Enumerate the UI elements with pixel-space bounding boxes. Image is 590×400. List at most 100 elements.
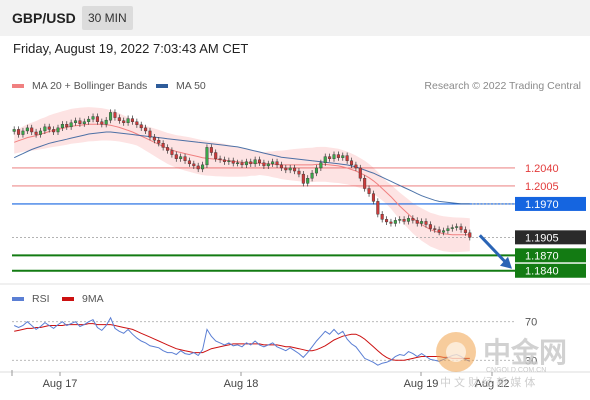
- candle-body: [12, 129, 16, 132]
- current-price-label: 1.1905: [525, 232, 559, 244]
- candle-body: [297, 170, 301, 175]
- candle-body: [332, 154, 336, 159]
- candle-body: [56, 127, 60, 133]
- pivot-price-label: 1.1970: [525, 199, 559, 211]
- candle-body: [363, 178, 367, 189]
- candle-body: [358, 167, 362, 179]
- candle-body: [179, 156, 183, 159]
- candle-body: [205, 147, 209, 166]
- candle-body: [95, 116, 99, 122]
- candle-body: [21, 130, 25, 135]
- candle-body: [341, 155, 345, 158]
- candle-body: [253, 159, 257, 165]
- candle-body: [174, 154, 178, 159]
- candle-body: [249, 161, 253, 165]
- candle-body: [130, 118, 134, 122]
- candle-body: [314, 167, 318, 174]
- legend-rsi-label: RSI: [32, 293, 50, 305]
- candle-body: [266, 163, 270, 167]
- candle-body: [201, 164, 205, 170]
- legend-ma50-label: MA 50: [176, 80, 206, 92]
- candle-body: [367, 188, 371, 194]
- candle-body: [52, 129, 56, 133]
- rsi-line: [13, 316, 470, 366]
- candle-body: [183, 156, 187, 161]
- chart-header: GBP/USD 30 MIN: [0, 0, 590, 36]
- candle-body: [148, 130, 152, 138]
- candle-body: [218, 158, 222, 160]
- candle-body: [240, 162, 244, 166]
- rsi-threshold-label: 70: [525, 317, 537, 329]
- candle-body: [65, 124, 69, 128]
- candle-body: [78, 120, 82, 124]
- candle-body: [144, 127, 148, 132]
- candle-body: [420, 221, 424, 224]
- candle-body: [30, 127, 34, 133]
- watermark-text: 中金网: [483, 336, 567, 368]
- candle-body: [393, 220, 397, 224]
- candle-body: [82, 121, 86, 124]
- candle-body: [100, 121, 104, 125]
- candle-body: [437, 229, 441, 233]
- candle-body: [345, 155, 349, 161]
- forecast-arrow-shaft: [478, 234, 509, 265]
- rsi-ma-line: [14, 323, 470, 361]
- candle-body: [262, 162, 266, 167]
- candle-body: [104, 119, 108, 125]
- candle-body: [192, 163, 196, 167]
- candle-body: [170, 150, 174, 155]
- support-price-box: [515, 263, 586, 278]
- watermark-logo-icon-inner: [446, 342, 466, 362]
- candle-body: [60, 124, 64, 129]
- candle-body: [122, 120, 126, 123]
- symbol-title: GBP/USD: [12, 10, 76, 26]
- candle-body: [389, 221, 393, 224]
- candle-body: [43, 126, 47, 132]
- candle-body: [227, 160, 231, 162]
- candle-body: [236, 162, 240, 165]
- candle-body: [113, 112, 117, 118]
- candle-body: [301, 173, 305, 184]
- candle-body: [74, 120, 78, 123]
- candle-body: [428, 224, 432, 229]
- candle-body: [47, 126, 51, 130]
- candle-body: [446, 228, 450, 231]
- candle-body: [350, 160, 354, 166]
- watermark-tag: 中 文 财 经 新 媒 体: [440, 375, 535, 389]
- candle-body: [328, 156, 332, 159]
- candle-body: [433, 228, 437, 230]
- candle-body: [385, 219, 389, 223]
- legend-rsi-ma-swatch: [62, 297, 74, 302]
- candle-body: [468, 232, 472, 238]
- candle-body: [152, 136, 156, 141]
- bollinger-band-area: [14, 107, 470, 253]
- candle-body: [284, 167, 288, 171]
- candle-body: [306, 178, 310, 184]
- candle-body: [161, 143, 165, 148]
- current-price-box: [515, 230, 586, 245]
- candle-body: [442, 230, 446, 233]
- candle-body: [109, 112, 113, 121]
- candle-body: [288, 167, 292, 171]
- candle-body: [310, 172, 314, 179]
- support-price-label: 1.1840: [525, 266, 559, 278]
- candle-body: [463, 229, 467, 233]
- candle-body: [166, 147, 170, 151]
- candle-body: [406, 218, 410, 222]
- timeframe-badge[interactable]: 30 MIN: [82, 6, 133, 30]
- rsi-threshold-label: 30: [525, 355, 537, 367]
- candle-body: [411, 218, 415, 221]
- candle-body: [459, 226, 463, 230]
- time-tick-label: Aug 19: [404, 378, 439, 390]
- candle-body: [38, 130, 42, 135]
- legend-bollinger: MA 20 + Bollinger Bands: [12, 80, 147, 92]
- candle-body: [258, 159, 262, 164]
- candle-body: [209, 147, 213, 153]
- candle-body: [279, 164, 283, 169]
- candle-body: [126, 118, 130, 123]
- candle-body: [380, 214, 384, 220]
- candle-body: [293, 167, 297, 172]
- candle-body: [231, 160, 235, 164]
- candle-body: [398, 219, 402, 221]
